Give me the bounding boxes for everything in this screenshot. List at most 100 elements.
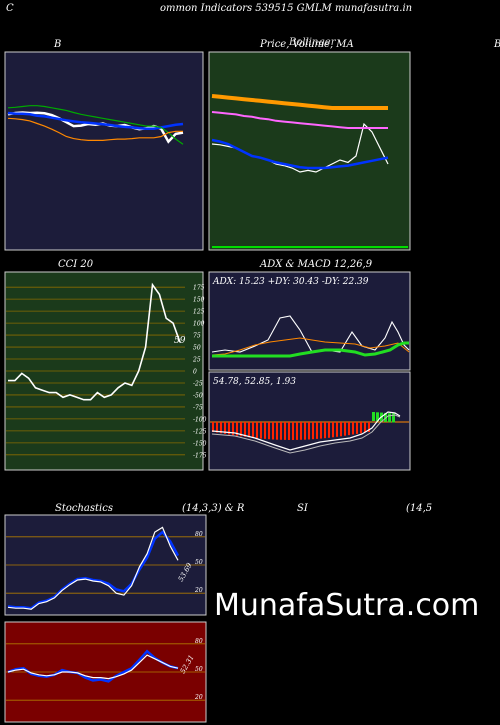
bollinger-upper-band xyxy=(7,105,184,145)
cci-grid: 175 150 125 100 75 50 25 0 -25 -50 -75 -100 -125 -150… xyxy=(6,285,207,459)
bollinger-title: B xyxy=(54,39,62,50)
bollinger-panel xyxy=(4,51,204,251)
price-plot xyxy=(211,94,389,173)
rsi-tick-label: 20 xyxy=(194,694,203,701)
cci-plot xyxy=(8,282,181,401)
macd-hist-bar xyxy=(304,422,306,440)
cci-tick-label: -75 xyxy=(193,404,203,411)
macd-hist-bar xyxy=(236,422,238,436)
rsi-plot xyxy=(7,649,179,683)
cci-tick-label: -150 xyxy=(193,440,207,447)
stochastics-grid: 80 50 20 xyxy=(6,531,205,594)
macd-hist-bar xyxy=(336,422,338,437)
macd-hist-bar xyxy=(288,422,290,440)
adx-macd-title: ADX & MACD 12,26,9 xyxy=(260,259,373,270)
macd-hist-bar xyxy=(264,422,266,439)
stochastics-k-line xyxy=(7,530,180,610)
macd-hist-bar xyxy=(356,422,358,434)
price-edge-char: B xyxy=(494,39,500,50)
stochastics-tick-label: 50 xyxy=(195,559,203,566)
adx-plus-dy-line xyxy=(211,337,410,356)
stochastics-tick-label: 20 xyxy=(194,587,203,594)
macd-hist-bar xyxy=(228,422,230,435)
rsi-tick-label: 80 xyxy=(195,638,203,645)
macd-signal-line xyxy=(211,414,401,454)
macd-hist-bar xyxy=(316,422,318,439)
cci-value-label: 59 xyxy=(174,336,186,346)
macd-hist-bar xyxy=(260,422,262,439)
macd-hist-bar xyxy=(284,422,286,440)
macd-hist-bar xyxy=(232,422,234,436)
rsi-line xyxy=(7,649,179,683)
stochastics-tick-label: 80 xyxy=(195,531,203,538)
stochastics-params: (14,3,3) & R xyxy=(182,503,245,514)
macd-hist-bar xyxy=(340,422,342,437)
cci-tick-label: -25 xyxy=(193,380,203,387)
cci-tick-label: 25 xyxy=(192,357,201,364)
rsi-params: (14,5 xyxy=(406,503,433,514)
macd-hist-bar xyxy=(328,422,330,438)
macd-hist-bar xyxy=(320,422,322,439)
cci-tick-label: 150 xyxy=(193,297,205,304)
macd-hist-bar xyxy=(248,422,250,438)
macd-hist-bar xyxy=(296,422,298,440)
adx-green-line xyxy=(212,341,409,358)
macd-hist-bar xyxy=(360,422,362,434)
macd-text: 54.78, 52.85, 1.93 xyxy=(213,377,296,387)
cci-tick-label: -100 xyxy=(193,416,207,423)
macd-hist-bar xyxy=(312,422,314,440)
price-ma-blue xyxy=(211,138,389,170)
price-ma-orange xyxy=(211,94,388,110)
macd-hist-bar xyxy=(344,422,346,436)
rsi-title: SI xyxy=(297,503,308,514)
watermark: MunafaSutra.com xyxy=(214,588,480,623)
macd-hist-bar xyxy=(368,422,370,432)
bollinger-lower-band xyxy=(7,117,183,141)
macd-hist-bar xyxy=(256,422,258,439)
macd-hist-bar xyxy=(308,422,310,440)
header-left-char: C xyxy=(6,3,14,14)
cci-tick-label: 125 xyxy=(193,309,205,316)
macd-hist-bar xyxy=(324,422,326,439)
macd-hist-bar xyxy=(220,422,222,434)
stochastics-title: Stochastics xyxy=(55,503,113,514)
price-ma-pink xyxy=(211,111,388,129)
macd-hist-bar xyxy=(332,422,334,438)
macd-hist-bar xyxy=(280,422,282,440)
rsi-signal-line xyxy=(7,654,179,680)
macd-histogram xyxy=(212,412,395,440)
macd-hist-bar xyxy=(272,422,274,440)
macd-hist-bar xyxy=(300,422,302,440)
macd-hist-bar xyxy=(292,422,294,440)
macd-hist-bar xyxy=(212,422,214,432)
macd-hist-bar xyxy=(276,422,278,440)
macd-hist-bar-positive xyxy=(376,412,379,422)
macd-hist-bar xyxy=(216,422,218,433)
macd-hist-bar-positive xyxy=(372,412,375,421)
macd-hist-bar xyxy=(244,422,246,437)
cci-tick-label: -50 xyxy=(193,392,203,399)
price-title-overlap: Bollinger xyxy=(289,37,336,48)
adx-text: ADX: 15.23 +DY: 30.43 -DY: 22.39 xyxy=(212,277,369,287)
macd-hist-bar xyxy=(364,422,366,433)
cci-tick-label: 50 xyxy=(193,345,201,352)
stochastics-d-line xyxy=(7,526,179,610)
price-title: Price, Volume, MA xyxy=(260,39,354,50)
macd-hist-bar-positive xyxy=(388,413,391,423)
macd-hist-bar xyxy=(224,422,226,434)
price-panel xyxy=(208,51,411,251)
bollinger-plot xyxy=(7,105,184,145)
macd-hist-bar-positive xyxy=(392,413,395,423)
macd-hist-bar-positive xyxy=(384,412,387,422)
cci-title: CCI 20 xyxy=(58,259,94,270)
macd-hist-bar xyxy=(240,422,242,437)
cci-tick-label: 75 xyxy=(193,333,201,340)
cci-tick-label: -175 xyxy=(193,452,207,459)
header-title: ommon Indicators 539515 GMLM munafasutra… xyxy=(160,3,413,14)
rsi-tick-label: 50 xyxy=(195,666,203,673)
macd-hist-bar xyxy=(348,422,350,436)
rsi-grid: 80 50 20 xyxy=(6,638,205,701)
cci-tick-label: -125 xyxy=(193,428,207,435)
macd-hist-bar xyxy=(268,422,270,440)
